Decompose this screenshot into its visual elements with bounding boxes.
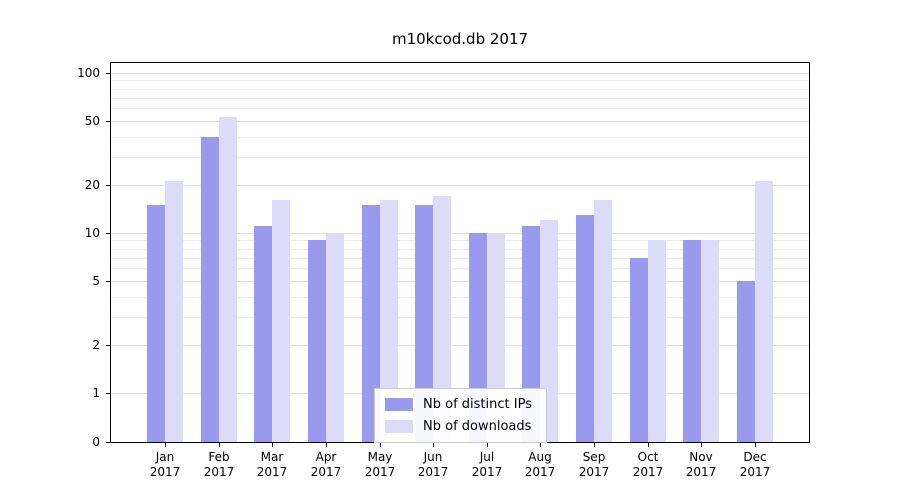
x-tick-label: Mar 2017 xyxy=(256,450,288,479)
bar-distinct-ips-jan xyxy=(147,205,165,442)
bar-distinct-ips-oct xyxy=(630,258,648,442)
legend-label-distinct-ips: Nb of distinct IPs xyxy=(423,397,532,412)
x-tick-mark xyxy=(648,443,649,447)
bar-distinct-ips-sep xyxy=(576,215,594,442)
y-tick-label: 10 xyxy=(84,226,100,240)
y-tick-label: 2 xyxy=(92,338,100,352)
x-tick-mark xyxy=(540,443,541,447)
bar-distinct-ips-mar xyxy=(254,226,272,442)
x-tick-mark xyxy=(219,443,220,447)
y-tick-mark xyxy=(106,73,110,74)
x-tick-label: Sep 2017 xyxy=(578,450,610,479)
bar-distinct-ips-nov xyxy=(683,240,701,442)
y-tick-label: 20 xyxy=(84,178,100,192)
bar-downloads-dec xyxy=(755,181,773,442)
legend-item-downloads: Nb of downloads xyxy=(385,419,532,434)
legend-item-distinct-ips: Nb of distinct IPs xyxy=(385,397,532,412)
bar-downloads-jun xyxy=(433,196,451,442)
x-tick-mark xyxy=(594,443,595,447)
gridline xyxy=(111,258,809,259)
gridline xyxy=(111,297,809,298)
gridline xyxy=(111,268,809,269)
x-tick-label: Feb 2017 xyxy=(203,450,235,479)
x-tick-label: Apr 2017 xyxy=(310,450,342,479)
gridline xyxy=(111,108,809,109)
legend-label-downloads: Nb of downloads xyxy=(423,419,532,434)
bar-distinct-ips-apr xyxy=(308,240,326,442)
y-tick-label: 50 xyxy=(84,114,100,128)
y-tick-mark xyxy=(106,281,110,282)
x-tick-mark xyxy=(380,443,381,447)
y-tick-mark xyxy=(106,233,110,234)
bar-downloads-oct xyxy=(648,240,666,442)
y-tick-mark xyxy=(106,121,110,122)
legend: Nb of distinct IPs Nb of downloads xyxy=(374,388,547,443)
bar-distinct-ips-jun xyxy=(415,205,433,442)
x-tick-mark xyxy=(326,443,327,447)
y-tick-label: 5 xyxy=(92,274,100,288)
gridline xyxy=(111,73,809,74)
gridline xyxy=(111,345,809,346)
gridline xyxy=(111,98,809,99)
gridline xyxy=(111,317,809,318)
y-tick-label: 1 xyxy=(92,386,100,400)
gridline xyxy=(111,240,809,241)
x-tick-mark xyxy=(272,443,273,447)
x-tick-label: Dec 2017 xyxy=(739,450,771,479)
bar-downloads-mar xyxy=(272,200,290,442)
gridline xyxy=(111,249,809,250)
y-tick-mark xyxy=(106,345,110,346)
x-tick-mark xyxy=(165,443,166,447)
gridline xyxy=(111,233,809,234)
x-tick-label: Jan 2017 xyxy=(149,450,181,479)
x-tick-mark xyxy=(701,443,702,447)
bar-downloads-may xyxy=(380,200,398,442)
gridline xyxy=(111,89,809,90)
bar-downloads-aug xyxy=(540,220,558,442)
y-tick-label: 100 xyxy=(77,66,100,80)
gridline xyxy=(111,80,809,81)
gridline xyxy=(111,121,809,122)
bar-downloads-apr xyxy=(326,233,344,442)
x-tick-mark xyxy=(755,443,756,447)
bar-downloads-nov xyxy=(701,240,719,442)
x-tick-label: Aug 2017 xyxy=(524,450,556,479)
bar-downloads-sep xyxy=(594,200,612,442)
gridline xyxy=(111,185,809,186)
bar-distinct-ips-dec xyxy=(737,281,755,442)
y-tick-mark xyxy=(106,185,110,186)
legend-swatch-distinct-ips xyxy=(385,398,413,411)
x-tick-mark xyxy=(487,443,488,447)
y-tick-mark xyxy=(106,442,110,443)
x-tick-label: Nov 2017 xyxy=(685,450,717,479)
x-tick-mark xyxy=(433,443,434,447)
bar-distinct-ips-feb xyxy=(201,137,219,442)
x-tick-label: May 2017 xyxy=(364,450,396,479)
y-tick-mark xyxy=(106,393,110,394)
gridline xyxy=(111,157,809,158)
x-tick-label: Jul 2017 xyxy=(471,450,503,479)
x-tick-label: Oct 2017 xyxy=(632,450,664,479)
legend-swatch-downloads xyxy=(385,420,413,433)
plot-area xyxy=(110,62,810,443)
gridline xyxy=(111,137,809,138)
gridline xyxy=(111,281,809,282)
bar-distinct-ips-may xyxy=(362,205,380,442)
bar-downloads-jan xyxy=(165,181,183,442)
bar-downloads-feb xyxy=(219,117,237,442)
chart-title: m10kcod.db 2017 xyxy=(391,30,529,48)
y-tick-label: 0 xyxy=(92,435,100,449)
x-tick-label: Jun 2017 xyxy=(417,450,449,479)
